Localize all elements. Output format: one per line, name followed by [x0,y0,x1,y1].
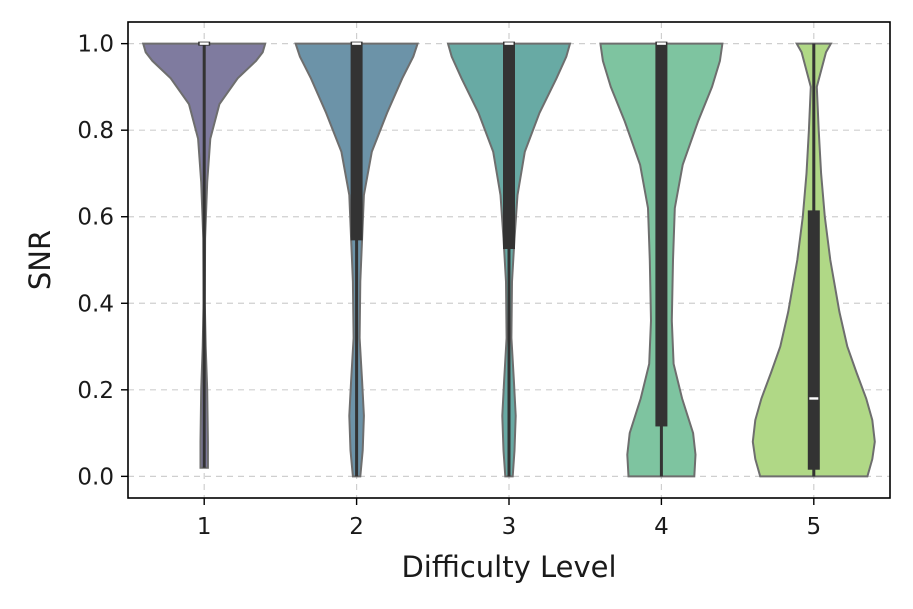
violin-group-1 [141,41,267,469]
violin-group-5 [751,42,876,478]
x-tick-label: 2 [349,514,364,540]
x-axis-ticks: 1 2 3 4 5 [197,498,821,540]
violin-group-2 [294,41,419,478]
violin-layer [141,41,876,478]
violin-group-4 [599,41,724,478]
x-tick-label: 1 [197,514,212,540]
violin-iqr-box [655,41,668,427]
y-tick-label: 0.4 [77,291,114,317]
y-axis-ticks: 0.0 0.2 0.4 0.6 0.8 1.0 [77,32,128,490]
x-tick-label: 5 [806,514,821,540]
x-tick-label: 3 [502,514,517,540]
y-tick-label: 0.6 [77,205,114,231]
violin-iqr-box [807,210,820,470]
violin-group-3 [446,41,572,478]
y-tick-label: 0.8 [77,118,114,144]
y-tick-label: 1.0 [77,32,114,58]
x-tick-label: 4 [654,514,669,540]
x-axis-label: Difficulty Level [401,550,616,584]
y-axis-label: SNR [23,230,57,290]
y-tick-label: 0.0 [77,464,114,490]
violin-iqr-box [503,41,515,250]
y-tick-label: 0.2 [77,378,114,404]
violin-iqr-box [350,41,363,241]
